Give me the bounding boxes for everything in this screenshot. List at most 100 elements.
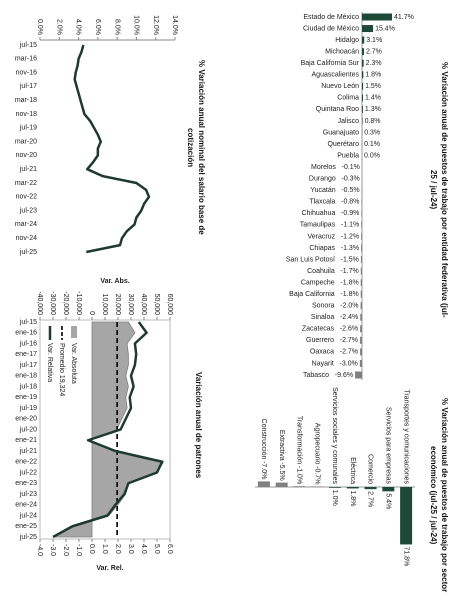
y-tick-label: -20,000 (62, 291, 69, 315)
category-label: Aguascalientes (312, 72, 360, 79)
bar (311, 486, 324, 488)
x-tick-label: ene-18 (15, 373, 37, 380)
bar (360, 267, 362, 275)
category-label: Servicios para empresas (384, 407, 391, 485)
bar (360, 348, 362, 356)
x-tick-label: jul-23 (19, 491, 37, 498)
category-label: Guerrero (306, 337, 334, 344)
bar (361, 244, 362, 252)
x-tick-label: jul-21 (19, 166, 37, 173)
bar (293, 486, 306, 487)
x-tick-label: jul-17 (19, 83, 37, 90)
value-label: -0.5% (341, 187, 359, 194)
category-label: Nuevo León (321, 83, 359, 90)
category-label: Estado de México (303, 14, 359, 21)
x-tick-label: ene-21 (15, 437, 37, 444)
value-label: -0.3% (341, 176, 359, 183)
category-label: Transformación (296, 416, 303, 464)
category-label: Servicios sociales y comunales (331, 387, 338, 484)
rotated-chart: Construcción-7.0% Extractiva-5.5% Transfor… (255, 387, 415, 566)
category-label: Coahuila (307, 268, 335, 275)
y-tick-label: 4.0% (75, 19, 82, 35)
value-label: 1.4% (365, 95, 381, 102)
bar (361, 221, 362, 229)
category-label: Eléctrica (349, 457, 356, 484)
y-tick-label: 14.0% (171, 15, 178, 35)
category-label: Morelos (311, 164, 336, 171)
bar (360, 325, 362, 333)
category-label: Chihuahua (301, 210, 335, 217)
y2-tick-label: 3.0 (127, 544, 134, 554)
bar (362, 59, 364, 67)
value-label: -0.8% (341, 199, 359, 206)
y-tick-label: 30,000 (127, 294, 134, 316)
value-label: -1.5% (341, 256, 359, 263)
y2-tick-label: 6.0 (166, 544, 173, 554)
category-label: San Luis Potosí (286, 256, 335, 263)
bar (362, 117, 363, 125)
bar (362, 25, 374, 33)
y2-tick-label: 1.0 (101, 544, 108, 554)
value-label: -2.7% (340, 337, 358, 344)
x-tick-label: nov-16 (16, 69, 38, 76)
legend-label: Var. Relativa (46, 343, 53, 382)
axis-title: Var. Rel. (96, 565, 123, 572)
category-label: Guanajuato (323, 129, 359, 136)
x-tick-label: ene-25 (15, 523, 37, 530)
x-tick-label: ene-23 (15, 480, 37, 487)
bar (360, 313, 362, 321)
x-tick-label: jul-16 (19, 340, 37, 347)
value-label: -0.9% (341, 210, 359, 217)
x-tick-label: ene-20 (15, 416, 37, 423)
x-tick-label: jul-22 (19, 469, 37, 476)
x-tick-label: jul-20 (19, 426, 37, 433)
category-label: Campeche (301, 279, 335, 286)
value-label: 0.3% (364, 129, 380, 136)
y-tick-label: 20,000 (114, 294, 121, 316)
y2-tick-label: 5.0 (153, 544, 160, 554)
value-label: -1.7% (340, 268, 358, 275)
category-label: Baja California Sur (301, 60, 360, 67)
chart-title: Variación anual de patrones (194, 371, 203, 479)
bar (257, 481, 270, 488)
y-tick-label: 12.0% (152, 15, 159, 35)
bar (361, 232, 362, 240)
value-label: 1.3% (365, 106, 381, 113)
category-label: Baja California (289, 291, 335, 298)
category-label: Tabasco (303, 372, 329, 379)
value-label: 2.3% (366, 60, 382, 67)
x-tick-label: jul-24 (19, 512, 37, 519)
bar (382, 487, 395, 492)
bar (360, 279, 362, 287)
value-label: -2.7% (340, 349, 358, 356)
x-tick-label: nov-20 (16, 152, 38, 159)
x-tick-label: jul-19 (19, 405, 37, 412)
category-label: Chiapas (309, 245, 335, 252)
y2-tick-label: -4.0 (36, 544, 43, 556)
category-label: Tamaulipas (300, 222, 336, 229)
legend-label: Promedio 19,324 (58, 343, 65, 396)
category-label: Agropecuario (313, 423, 320, 465)
y-tick-label: 0.0% (36, 19, 43, 35)
x-tick-label: nov-22 (16, 194, 38, 201)
y2-tick-label: 0.0 (88, 544, 95, 554)
category-label: Extractiva (278, 430, 285, 461)
x-tick-label: jul-23 (19, 207, 37, 214)
y-tick-label: 8.0% (113, 19, 120, 35)
value-label: 3.1% (366, 37, 382, 44)
value-label: 1.0% (331, 490, 338, 506)
value-label: 0.8% (365, 118, 381, 125)
bar (364, 487, 377, 490)
value-label: -1.8% (340, 279, 358, 286)
x-tick-label: ene-19 (15, 394, 37, 401)
bar (362, 36, 365, 44)
value-label: 1.8% (349, 490, 356, 506)
category-label: Transportes y comunicaciones (402, 389, 409, 484)
bar (400, 487, 413, 545)
bar (359, 359, 362, 367)
y-tick-label: 10.0% (133, 15, 140, 35)
category-label: Colima (337, 95, 359, 102)
value-label: 2.7% (366, 48, 382, 55)
category-label: Querétaro (327, 141, 359, 148)
category-label: Oaxaca (310, 349, 334, 356)
